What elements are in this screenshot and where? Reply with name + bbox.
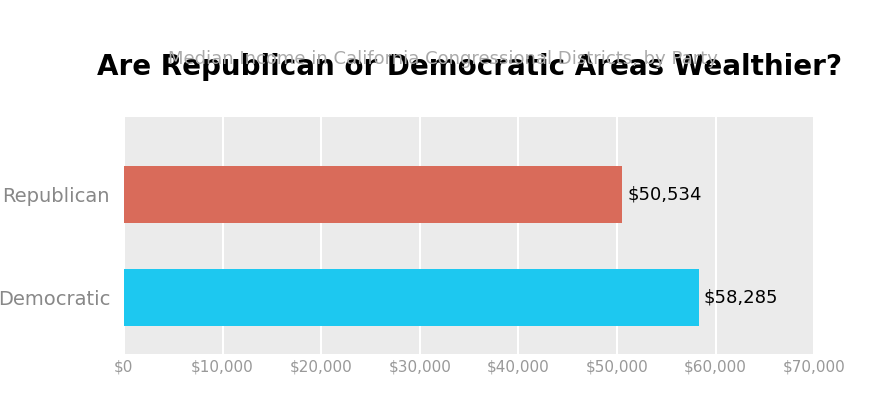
Bar — [124, 269, 698, 326]
Text: $50,534: $50,534 — [627, 185, 702, 203]
Text: Median Income in California Congressional Districts, by Party: Median Income in California Congressiona… — [167, 50, 718, 68]
Bar — [124, 166, 622, 223]
Title: Are Republican or Democratic Areas Wealthier?: Are Republican or Democratic Areas Wealt… — [96, 53, 842, 81]
Text: $58,285: $58,285 — [704, 289, 778, 306]
